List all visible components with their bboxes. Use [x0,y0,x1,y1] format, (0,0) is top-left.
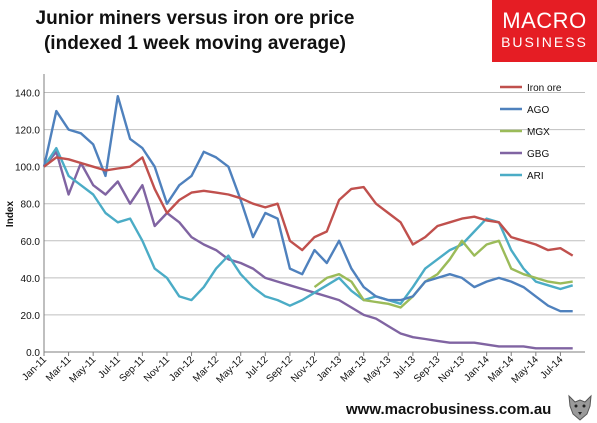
y-tick-label: 120.0 [15,126,40,137]
chart-title-line-1: Junior miners versus iron ore price [35,8,355,29]
y-tick-label: 60.0 [21,237,41,248]
legend-label-ari: ARI [527,171,544,182]
y-tick-label: 0.0 [26,348,40,359]
y-tick-label: 100.0 [15,163,40,174]
wolf-logo-icon [568,394,592,421]
chart-title: Junior miners versus iron ore price (ind… [30,6,360,56]
footer-url: www.macrobusiness.com.au [346,401,552,418]
y-axis-label: Index [5,201,16,228]
x-tick-label: Sep-11 [117,354,147,384]
series-line-ari [42,146,574,307]
y-tick-label: 140.0 [15,89,40,100]
legend-label-ago: AGO [527,105,549,116]
legend: Iron ore AGO MGX GBG ARI [500,83,562,182]
series-line-ago [42,94,573,313]
x-tick-label: Nov-12 [289,354,320,385]
legend-label-gbg: GBG [527,149,549,160]
y-tick-label: 80.0 [21,200,41,211]
logo-line-2: BUSINESS [501,34,588,50]
axes [43,74,585,356]
x-tick-label: May-13 [362,354,394,386]
x-tick-label: Nov-11 [142,354,172,384]
x-tick-label: May-14 [510,354,542,386]
x-tick-label: Sep-12 [264,354,295,385]
x-tick-label: May-12 [214,354,246,386]
series-lines [42,94,574,350]
macrobusiness-logo: MACRO BUSINESS [492,0,597,62]
series-line-iron-ore [43,156,574,257]
x-tick-labels: Jan-11Mar-11May-11Jul-11Sep-11Nov-11Jan-… [20,354,566,386]
y-tick-label: 20.0 [21,311,41,322]
x-tick-label: Sep-13 [412,354,443,385]
y-tick-label: 40.0 [21,274,41,285]
series-line-gbg [43,150,573,350]
legend-label-mgx: MGX [527,127,550,138]
legend-label-iron-ore: Iron ore [527,83,562,94]
series-line-mgx [313,239,573,309]
y-tick-labels: 0.0 20.0 40.0 60.0 80.0 100.0 120.0 140.0 [15,89,40,359]
x-tick-label: Nov-13 [437,354,468,385]
chart-title-line-2: (indexed 1 week moving average) [43,33,346,54]
x-tick-label: Jul-14 [538,354,565,381]
x-tick-label: May-11 [67,354,98,385]
logo-line-1: MACRO [502,8,587,33]
